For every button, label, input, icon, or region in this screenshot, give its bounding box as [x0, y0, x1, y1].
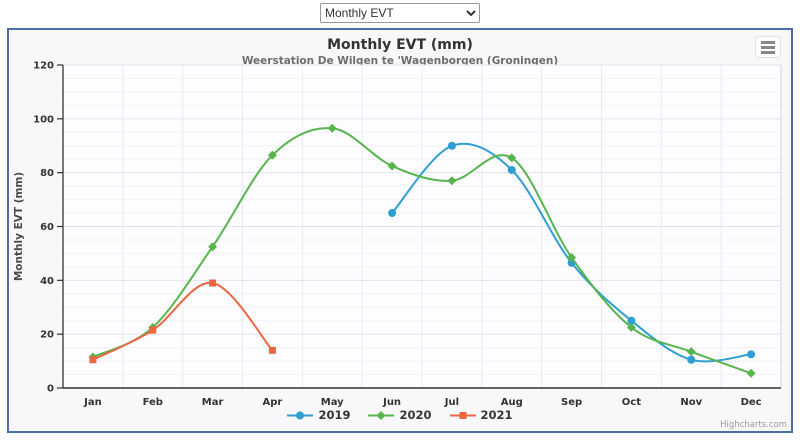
svg-text:Feb: Feb — [143, 397, 163, 408]
highcharts-credits[interactable]: Highcharts.com — [720, 420, 787, 430]
svg-text:Monthly EVT (mm): Monthly EVT (mm) — [13, 172, 25, 281]
circle-marker-icon — [287, 411, 314, 419]
svg-text:60: 60 — [40, 222, 54, 233]
svg-text:Mar: Mar — [202, 397, 224, 408]
legend-label: 2020 — [399, 408, 432, 422]
svg-text:120: 120 — [33, 61, 54, 72]
svg-text:Aug: Aug — [501, 397, 523, 408]
legend-label: 2019 — [318, 408, 351, 422]
chart-plot: 0 20 40 60 80 100 120 Jan Feb Mar Apr May Jun Jul Aug S… — [13, 61, 782, 408]
svg-text:Dec: Dec — [741, 397, 762, 408]
svg-text:Nov: Nov — [680, 397, 702, 408]
chart-type-select[interactable]: Monthly EVT — [320, 3, 480, 23]
legend-item-2020[interactable]: 2020 — [368, 408, 432, 422]
svg-text:Jun: Jun — [382, 397, 401, 408]
chart-title: Monthly EVT (mm) — [327, 37, 473, 53]
square-marker-icon — [449, 411, 476, 419]
svg-text:May: May — [321, 397, 344, 408]
chart-legend: 2019 2020 2021 — [9, 408, 791, 422]
svg-text:Jul: Jul — [444, 397, 459, 408]
hamburger-menu-icon[interactable] — [755, 36, 781, 58]
svg-text:20: 20 — [40, 330, 54, 341]
chart-panel: Monthly EVT (mm) Weerstation De Wilgen t… — [7, 28, 793, 433]
top-toolbar: Monthly EVT — [0, 0, 800, 27]
chart-subtitle: Weerstation De Wilgen te 'Wagenborgen (G… — [241, 55, 559, 67]
svg-text:Oct: Oct — [622, 397, 641, 408]
svg-text:40: 40 — [40, 276, 54, 287]
svg-text:0: 0 — [47, 384, 54, 395]
legend-label: 2021 — [480, 408, 513, 422]
diamond-marker-icon — [368, 410, 395, 420]
svg-text:Apr: Apr — [262, 397, 282, 408]
legend-item-2019[interactable]: 2019 — [287, 408, 350, 422]
legend-item-2021[interactable]: 2021 — [449, 408, 513, 422]
svg-text:80: 80 — [40, 168, 54, 179]
svg-text:Sep: Sep — [561, 397, 582, 408]
svg-text:100: 100 — [33, 114, 54, 125]
svg-text:Jan: Jan — [83, 397, 102, 408]
